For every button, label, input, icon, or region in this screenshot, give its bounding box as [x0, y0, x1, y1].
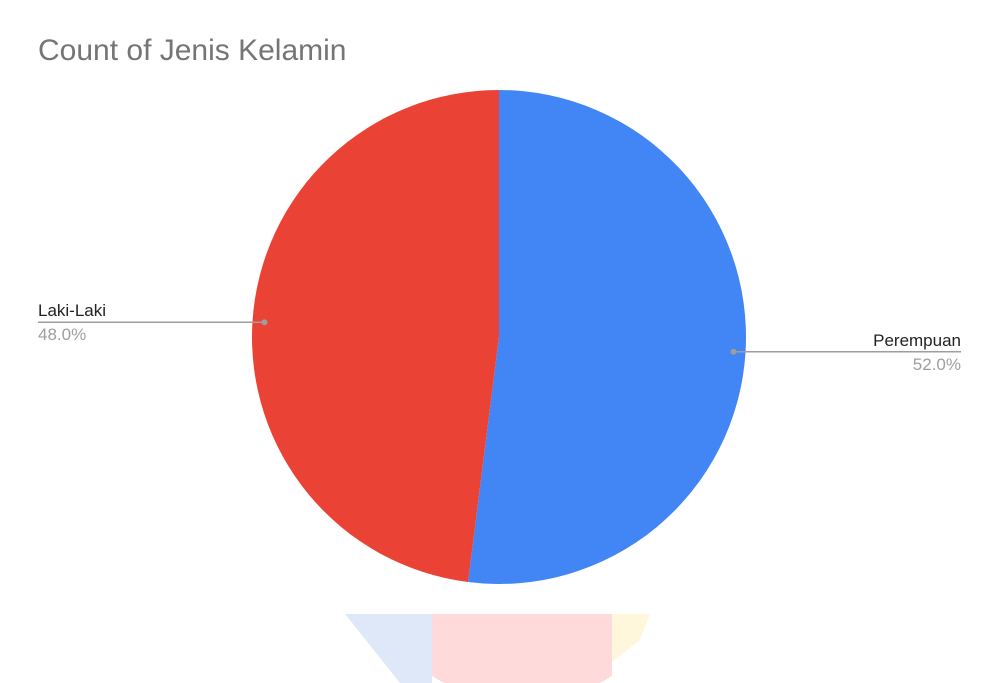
- slice-percent-0: 52.0%: [913, 355, 961, 374]
- chart-title: Count of Jenis Kelamin: [38, 34, 347, 67]
- slice-label-0: Perempuan: [873, 331, 961, 350]
- slice-percent-1: 48.0%: [38, 325, 86, 344]
- slice-label-1: Laki-Laki: [38, 301, 106, 320]
- pie-slice-laki-laki[interactable]: [252, 90, 499, 583]
- pie-slice-perempuan[interactable]: [468, 90, 747, 584]
